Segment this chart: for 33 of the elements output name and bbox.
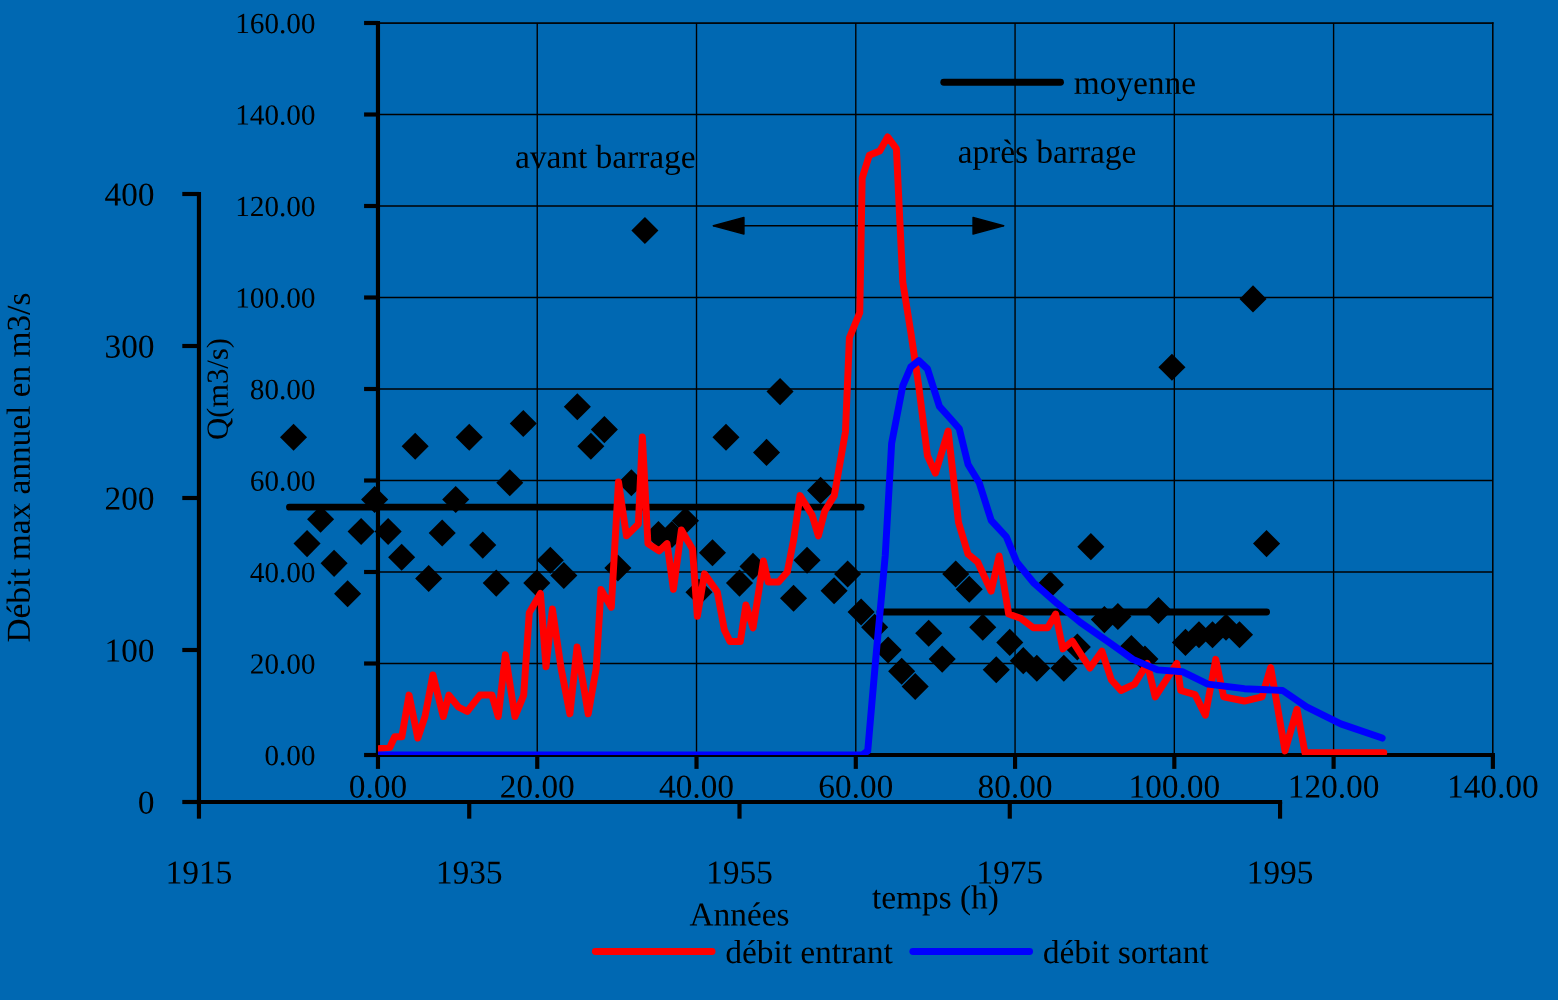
- y-tick-label: 140.00: [237, 105, 315, 126]
- y-axis-title: Débit max annuel en m3/s: [6, 293, 31, 642]
- x-tick-label: 1995: [1249, 861, 1313, 884]
- x-tick-label: 140.00: [1449, 775, 1538, 799]
- x-axis-title: Années: [689, 902, 789, 926]
- y-tick-label: 160.00: [237, 13, 315, 34]
- y-tick-label: 400: [105, 183, 154, 206]
- y-tick-label: 0.00: [265, 745, 315, 766]
- y-tick-label: 20.00: [251, 654, 315, 675]
- x-axis-title: temps (h): [872, 885, 998, 916]
- legend-label: débit entrant: [726, 939, 893, 964]
- y-tick-label: 120.00: [237, 196, 315, 217]
- y-axis-title: Q(m3/s): [206, 339, 235, 439]
- x-tick-label: 100.00: [1131, 775, 1219, 799]
- y-tick-label: 300: [106, 335, 154, 358]
- y-tick-label: 200: [105, 487, 154, 510]
- x-tick-label: 1975: [979, 861, 1042, 884]
- y-tick-label: 100: [107, 639, 154, 662]
- x-tick-label: 1915: [168, 861, 231, 884]
- y-tick-label: 100.00: [237, 288, 315, 309]
- x-tick-label: 60.00: [819, 775, 893, 799]
- y-tick-label: 80.00: [250, 379, 315, 400]
- x-tick-label: 40.00: [659, 775, 733, 799]
- x-tick-label: 1955: [709, 861, 772, 884]
- y-tick-label: 40.00: [250, 562, 315, 583]
- x-tick-label: 1935: [438, 861, 502, 884]
- x-tick-label: 80.00: [978, 775, 1052, 799]
- y-tick-label: 0: [139, 791, 154, 814]
- x-tick-label: 20.00: [501, 775, 574, 799]
- x-tick-label: 120.00: [1290, 775, 1379, 799]
- x-tick-label: 0.00: [350, 775, 406, 799]
- legend-label: débit sortant: [1044, 939, 1209, 964]
- y-tick-label: 60.00: [251, 471, 315, 492]
